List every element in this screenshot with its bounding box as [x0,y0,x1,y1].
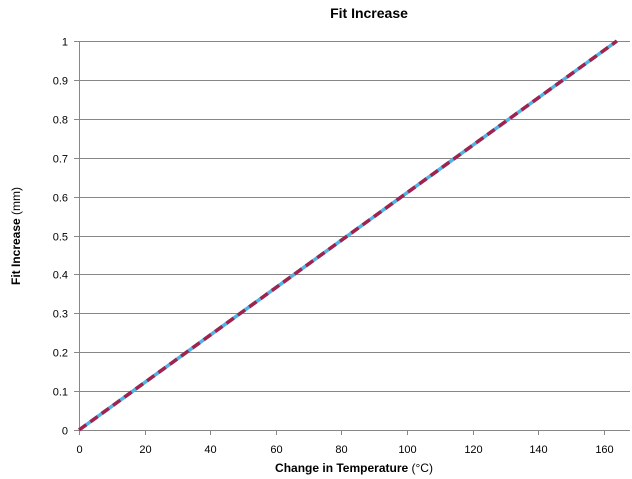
y-tick-label: 0.9 [53,76,68,88]
y-axis-label-bold: Fit Increase [9,218,23,285]
x-tick-label: 40 [204,444,216,456]
x-tick-label: 80 [335,444,347,456]
x-axis-label-unit: (°C) [408,461,433,475]
y-tick-label: 0.4 [53,270,68,282]
grid [79,41,630,392]
x-tick-label: 140 [529,444,547,456]
x-tick-label: 120 [464,444,482,456]
y-tick-label: 0.5 [53,232,68,244]
x-tick-labels: 0 20 40 60 80 100 120 140 160 [76,444,613,456]
y-axis-label-unit: (mm) [9,187,23,218]
y-axis-label: Fit Increase (mm) [9,187,23,285]
x-axis-label: Change in Temperature (°C) [275,461,433,475]
y-tick-label: 0.6 [53,193,68,205]
series-line-2 [77,39,618,432]
y-tick-label: 0.7 [53,154,68,166]
x-tick-label: 160 [595,444,613,456]
x-tick-label: 100 [398,444,416,456]
x-axis-label-bold: Change in Temperature [275,461,408,475]
y-tick-label: 0.1 [53,387,68,399]
y-tick-label: 0.2 [53,348,68,360]
series-group [77,39,618,432]
chart-title: Fit Increase [330,5,408,21]
x-tick-label: 0 [76,444,82,456]
axes [74,41,630,435]
x-tick-label: 60 [270,444,282,456]
y-tick-label: 0.8 [53,115,68,127]
y-tick-labels: 0 0.1 0.2 0.3 0.4 0.5 0.6 0.7 0.8 0.9 1 [53,37,68,438]
y-tick-label: 0 [62,426,68,438]
x-tick-label: 20 [139,444,151,456]
y-tick-label: 1 [62,37,68,49]
y-tick-label: 0.3 [53,309,68,321]
